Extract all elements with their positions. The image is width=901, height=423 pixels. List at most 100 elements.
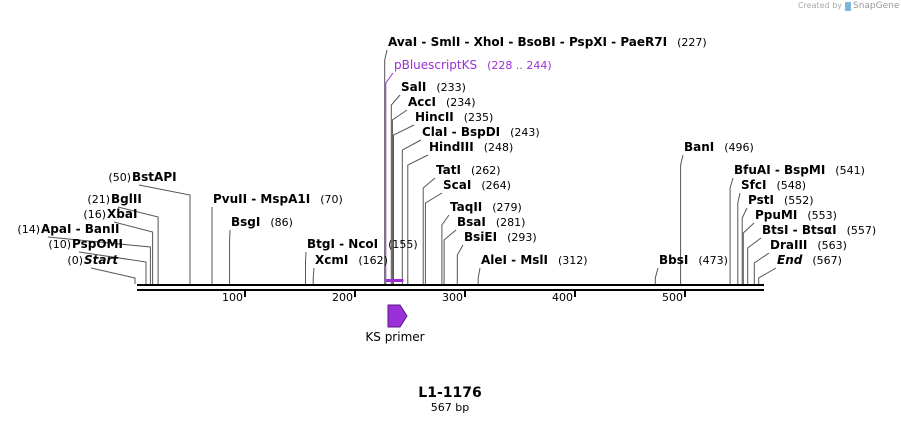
site-line (407, 154, 429, 284)
site-line (654, 267, 659, 284)
site-position: (228 .. 244) (487, 59, 552, 72)
ruler-label: 300 (442, 291, 463, 304)
ruler-label: 100 (222, 291, 243, 304)
site-line (385, 72, 394, 284)
site-line (47, 236, 151, 284)
site-name: BsiEI (464, 230, 497, 244)
feature-arrow (387, 304, 408, 328)
site-position: (557) (847, 224, 877, 237)
site-position: (234) (446, 96, 476, 109)
site-line (758, 267, 777, 284)
site-name: pBluescriptKS (394, 58, 477, 72)
site-name: Start (84, 253, 119, 267)
site-name: BtsI - BtsαI (762, 223, 837, 237)
credit-logo (845, 2, 851, 11)
site-position: (243) (510, 126, 540, 139)
ruler-label: 500 (662, 291, 683, 304)
site-position: (541) (835, 164, 865, 177)
site-line (443, 229, 457, 284)
site-line (384, 49, 388, 284)
site-line (477, 267, 481, 284)
site-position: (262) (471, 164, 501, 177)
site-line (441, 214, 450, 284)
site-line (117, 206, 159, 284)
site-line (747, 237, 762, 284)
site-line (729, 177, 734, 284)
site-position: (155) (388, 238, 418, 251)
site-name: BtgI - NcoI (307, 237, 378, 251)
site-position: (567) (812, 254, 842, 267)
site-line (456, 244, 464, 284)
site-line (742, 222, 755, 284)
site-position: (0) (67, 254, 83, 267)
site-name: ScaI (443, 178, 471, 192)
site-position: (233) (436, 81, 466, 94)
site-name: AvaI - SmlI - XhoI - BsoBI - PspXI - Pae… (388, 35, 667, 49)
site-name: HindIII (429, 140, 474, 154)
site-name: PvuII - MspA1I (213, 192, 310, 206)
site-position: (473) (698, 254, 728, 267)
site-line (390, 94, 401, 284)
site-position: (227) (677, 36, 707, 49)
feature-label: KS primer (365, 330, 424, 344)
ruler-label: 400 (552, 291, 573, 304)
site-name: TaqII (450, 200, 482, 214)
site-line (737, 192, 741, 284)
site-name: HincII (415, 110, 454, 124)
site-name: AccI (408, 95, 436, 109)
site-name: AleI - MslI (481, 253, 548, 267)
site-name: End (777, 253, 803, 267)
site-position: (16) (83, 208, 106, 221)
map-subtitle: 567 bp (431, 401, 469, 414)
site-name: PspOMI (72, 237, 123, 251)
site-position: (235) (464, 111, 494, 124)
site-position: (279) (492, 201, 522, 214)
map-title: L1-1176 (418, 385, 481, 401)
site-line (680, 154, 684, 284)
site-line (90, 267, 136, 284)
site-position: (552) (784, 194, 814, 207)
site-name: BsaI (457, 215, 486, 229)
site-line (113, 221, 154, 284)
site-name: PpuMI (755, 208, 797, 222)
site-position: (14) (17, 223, 40, 236)
site-name: SfcI (741, 178, 766, 192)
feature-region (385, 279, 404, 282)
site-position: (70) (320, 193, 343, 206)
site-name: XbaI (107, 207, 137, 221)
site-line (401, 139, 422, 284)
site-position: (21) (87, 193, 110, 206)
site-position: (496) (724, 141, 754, 154)
site-line (741, 207, 748, 284)
site-name: BbsI (659, 253, 688, 267)
site-line (312, 267, 315, 284)
site-name: BstAPI (132, 170, 177, 184)
site-name: BfuAI - BspMI (734, 163, 825, 177)
site-position: (293) (507, 231, 537, 244)
site-name: BanI (684, 140, 714, 154)
site-position: (10) (48, 238, 71, 251)
site-name: ClaI - BspDI (422, 125, 500, 139)
credit-prefix: Created by (798, 1, 842, 10)
site-line (138, 184, 191, 284)
site-name: DraIII (770, 238, 807, 252)
site-position: (553) (807, 209, 837, 222)
site-name: SalI (401, 80, 426, 94)
site-line (424, 192, 443, 284)
site-line (393, 124, 415, 284)
site-line (78, 251, 147, 284)
site-position: (162) (358, 254, 388, 267)
site-name: ApaI - BanII (41, 222, 120, 236)
site-name: BsgI (231, 215, 260, 229)
site-line (753, 252, 770, 284)
site-position: (312) (558, 254, 588, 267)
site-position: (86) (270, 216, 293, 229)
site-line (422, 177, 436, 284)
site-name: BglII (111, 192, 142, 206)
site-position: (563) (817, 239, 847, 252)
site-position: (264) (481, 179, 511, 192)
site-position: (50) (108, 171, 131, 184)
site-name: PstI (748, 193, 774, 207)
site-name: XcmI (315, 253, 348, 267)
